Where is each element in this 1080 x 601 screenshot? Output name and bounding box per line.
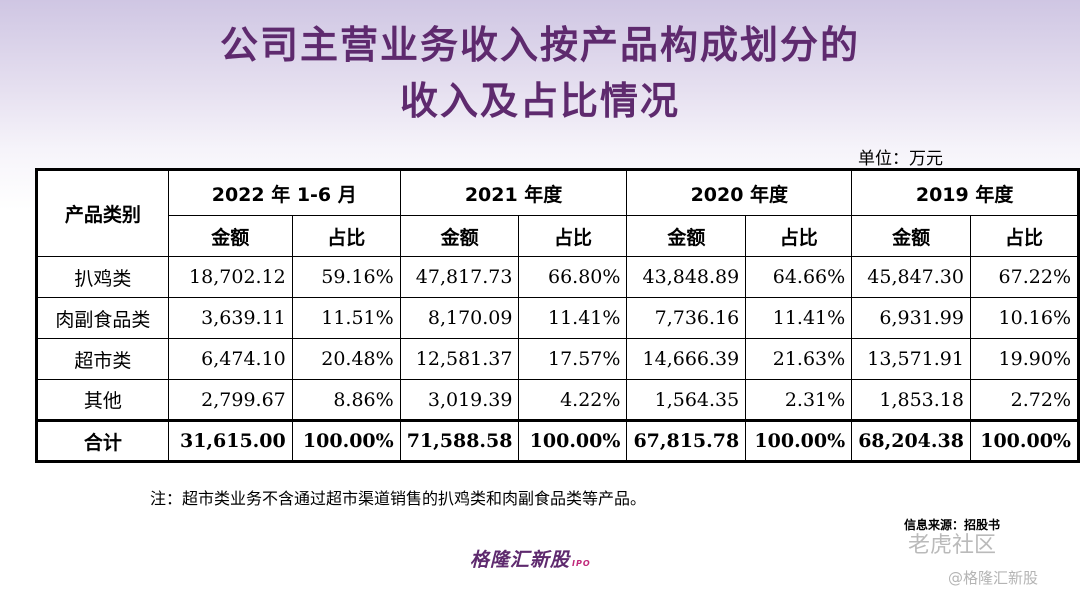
amount-header: 金额 <box>851 215 971 257</box>
amount-cell: 1,853.18 <box>851 379 971 421</box>
subheader-row: 金额 占比 金额 占比 金额 占比 金额 占比 <box>37 215 1080 257</box>
ratio-cell: 67.22% <box>969 256 1080 298</box>
ratio-cell: 59.16% <box>291 256 401 298</box>
ratio-cell: 10.16% <box>969 297 1080 339</box>
ratio-cell: 4.22% <box>518 379 628 421</box>
category-cell: 超市类 <box>36 338 169 380</box>
amount-header: 金额 <box>626 215 747 257</box>
ratio-cell: 21.63% <box>745 338 853 380</box>
amount-cell: 7,736.16 <box>626 297 747 339</box>
amount-cell: 2,799.67 <box>167 379 293 421</box>
amount-cell: 47,817.73 <box>399 256 520 298</box>
ratio-header: 占比 <box>969 215 1080 257</box>
amount-cell: 3,639.11 <box>167 297 293 339</box>
total-ratio-cell: 100.00% <box>291 419 401 462</box>
ratio-cell: 11.41% <box>518 297 628 339</box>
header-row: 产品类别 2022 年 1-6 月 2021 年度 2020 年度 2019 年… <box>36 169 1079 257</box>
amount-cell: 6,474.10 <box>167 338 293 380</box>
source-label: 信息来源：招股书 <box>904 518 1001 532</box>
total-ratio-cell: 100.00% <box>969 419 1080 462</box>
ratio-cell: 20.48% <box>291 338 401 380</box>
ratio-cell: 11.41% <box>745 297 853 339</box>
total-row: 合计 31,615.00 100.00% 71,588.58 100.00% 6… <box>36 419 1080 462</box>
ratio-header: 占比 <box>745 215 853 257</box>
total-amount-cell: 71,588.58 <box>399 419 520 462</box>
brand-logo: 格隆汇新股 IPO <box>470 549 591 571</box>
amount-cell: 45,847.30 <box>851 256 971 298</box>
ratio-cell: 19.90% <box>969 338 1080 380</box>
amount-cell: 1,564.35 <box>626 379 747 421</box>
period-header: 2019 年度 <box>851 169 1079 216</box>
table-row: 肉副食品类 3,639.11 11.51% 8,170.09 11.41% 7,… <box>36 297 1080 339</box>
ratio-cell: 17.57% <box>518 338 628 380</box>
period-header: 2022 年 1-6 月 <box>167 169 401 216</box>
category-cell: 扒鸡类 <box>36 256 169 298</box>
table-row: 其他 2,799.67 8.86% 3,019.39 4.22% 1,564.3… <box>36 379 1080 421</box>
watermark-author: @格隆汇新股 <box>948 569 1039 587</box>
amount-header: 金额 <box>167 215 293 257</box>
amount-cell: 3,019.39 <box>399 379 520 421</box>
period-header: 2021 年度 <box>399 169 628 216</box>
category-header: 产品类别 <box>36 169 169 257</box>
unit-label: 单位：万元 <box>858 149 943 169</box>
page-title: 公司主营业务收入按产品构成划分的 <box>219 23 860 67</box>
ratio-cell: 2.31% <box>745 379 853 421</box>
total-amount-cell: 31,615.00 <box>167 419 293 462</box>
revenue-table: 产品类别 2022 年 1-6 月 2021 年度 2020 年度 2019 年… <box>35 168 1080 463</box>
total-amount-cell: 67,815.78 <box>626 419 747 462</box>
table-row: 超市类 6,474.10 20.48% 12,581.37 17.57% 14,… <box>36 338 1080 380</box>
ratio-cell: 11.51% <box>291 297 401 339</box>
watermark-tiger-community: 老虎社区 <box>908 533 997 558</box>
ratio-header: 占比 <box>518 215 628 257</box>
page-title-line2: 收入及占比情况 <box>399 79 680 123</box>
amount-cell: 8,170.09 <box>399 297 520 339</box>
category-cell: 肉副食品类 <box>36 297 169 339</box>
amount-cell: 6,931.99 <box>851 297 971 339</box>
amount-cell: 43,848.89 <box>626 256 747 298</box>
total-label: 合计 <box>36 419 169 462</box>
footnote: 注：超市类业务不含通过超市渠道销售的扒鸡类和肉副食品类等产品。 <box>150 489 647 508</box>
period-header: 2020 年度 <box>626 169 853 216</box>
ratio-cell: 2.72% <box>969 379 1080 421</box>
ratio-cell: 8.86% <box>291 379 401 421</box>
amount-cell: 13,571.91 <box>851 338 971 380</box>
total-ratio-cell: 100.00% <box>518 419 628 462</box>
total-ratio-cell: 100.00% <box>745 419 853 462</box>
table-row: 扒鸡类 18,702.12 59.16% 47,817.73 66.80% 43… <box>36 256 1080 298</box>
category-cell: 其他 <box>36 379 169 421</box>
ratio-cell: 66.80% <box>518 256 628 298</box>
total-amount-cell: 68,204.38 <box>851 419 971 462</box>
ratio-cell: 64.66% <box>745 256 853 298</box>
amount-cell: 18,702.12 <box>167 256 293 298</box>
ratio-header: 占比 <box>291 215 401 257</box>
amount-cell: 12,581.37 <box>399 338 520 380</box>
amount-cell: 14,666.39 <box>626 338 747 380</box>
amount-header: 金额 <box>399 215 520 257</box>
